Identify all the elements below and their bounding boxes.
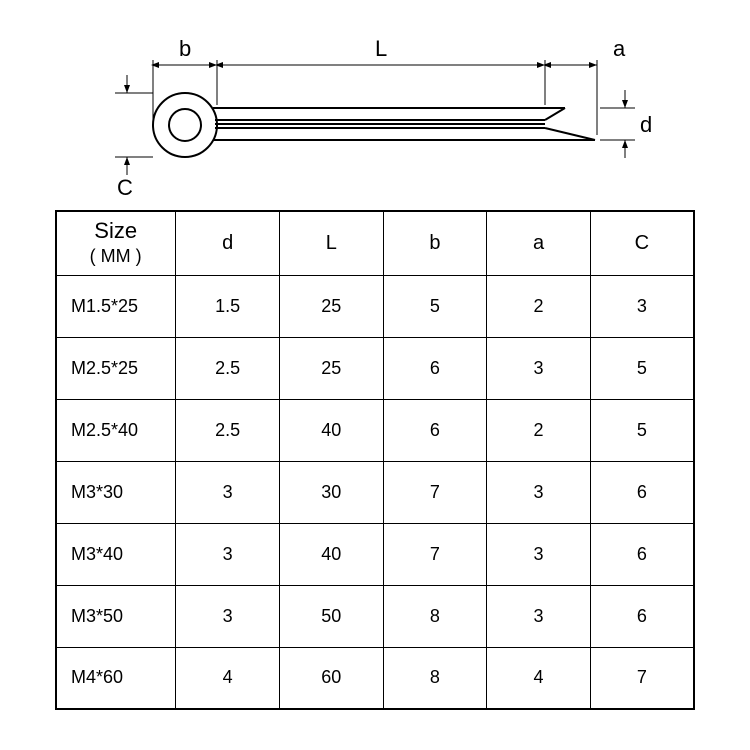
cell-C: 6 <box>590 585 694 647</box>
cell-C: 6 <box>590 523 694 585</box>
cell-C: 3 <box>590 275 694 337</box>
cell-size: M2.5*40 <box>56 399 176 461</box>
cell-L: 25 <box>279 275 383 337</box>
cell-size: M3*50 <box>56 585 176 647</box>
cell-a: 3 <box>487 523 591 585</box>
cell-d: 4 <box>176 647 280 709</box>
header-L: L <box>279 211 383 275</box>
header-C: C <box>590 211 694 275</box>
cell-L: 30 <box>279 461 383 523</box>
cell-b: 8 <box>383 647 487 709</box>
cell-b: 5 <box>383 275 487 337</box>
cell-a: 2 <box>487 399 591 461</box>
table-row: M3*40340736 <box>56 523 694 585</box>
cell-d: 3 <box>176 461 280 523</box>
cell-L: 25 <box>279 337 383 399</box>
header-b: b <box>383 211 487 275</box>
cell-C: 6 <box>590 461 694 523</box>
dim-label-C: C <box>117 175 133 200</box>
table-row: M3*30330736 <box>56 461 694 523</box>
cell-size: M3*30 <box>56 461 176 523</box>
cell-d: 3 <box>176 585 280 647</box>
dim-label-b: b <box>179 36 191 61</box>
cell-size: M1.5*25 <box>56 275 176 337</box>
cell-a: 3 <box>487 585 591 647</box>
cell-a: 2 <box>487 275 591 337</box>
cell-C: 7 <box>590 647 694 709</box>
table-row: M1.5*251.525523 <box>56 275 694 337</box>
dim-label-L: L <box>375 36 387 61</box>
cell-L: 60 <box>279 647 383 709</box>
header-a: a <box>487 211 591 275</box>
cell-d: 2.5 <box>176 399 280 461</box>
cell-C: 5 <box>590 337 694 399</box>
cell-d: 1.5 <box>176 275 280 337</box>
table-row: M3*50350836 <box>56 585 694 647</box>
cell-b: 6 <box>383 337 487 399</box>
cell-d: 2.5 <box>176 337 280 399</box>
cell-d: 3 <box>176 523 280 585</box>
cell-L: 40 <box>279 523 383 585</box>
cotter-pin-diagram: b L a d C <box>55 20 695 200</box>
cell-size: M2.5*25 <box>56 337 176 399</box>
header-d: d <box>176 211 280 275</box>
table-header-row: Size ( MM ) d L b a C <box>56 211 694 275</box>
table-row: M2.5*252.525635 <box>56 337 694 399</box>
cell-b: 7 <box>383 461 487 523</box>
cell-C: 5 <box>590 399 694 461</box>
cell-b: 8 <box>383 585 487 647</box>
cell-size: M4*60 <box>56 647 176 709</box>
cell-a: 3 <box>487 337 591 399</box>
dim-label-a: a <box>613 36 626 61</box>
dim-label-d: d <box>640 112 652 137</box>
cell-size: M3*40 <box>56 523 176 585</box>
dimensions-table: Size ( MM ) d L b a C M1.5*251.525523M2.… <box>55 210 695 710</box>
cell-L: 40 <box>279 399 383 461</box>
cell-L: 50 <box>279 585 383 647</box>
cell-a: 4 <box>487 647 591 709</box>
header-size: Size ( MM ) <box>56 211 176 275</box>
cell-b: 6 <box>383 399 487 461</box>
table-row: M4*60460847 <box>56 647 694 709</box>
cell-a: 3 <box>487 461 591 523</box>
table-row: M2.5*402.540625 <box>56 399 694 461</box>
cell-b: 7 <box>383 523 487 585</box>
